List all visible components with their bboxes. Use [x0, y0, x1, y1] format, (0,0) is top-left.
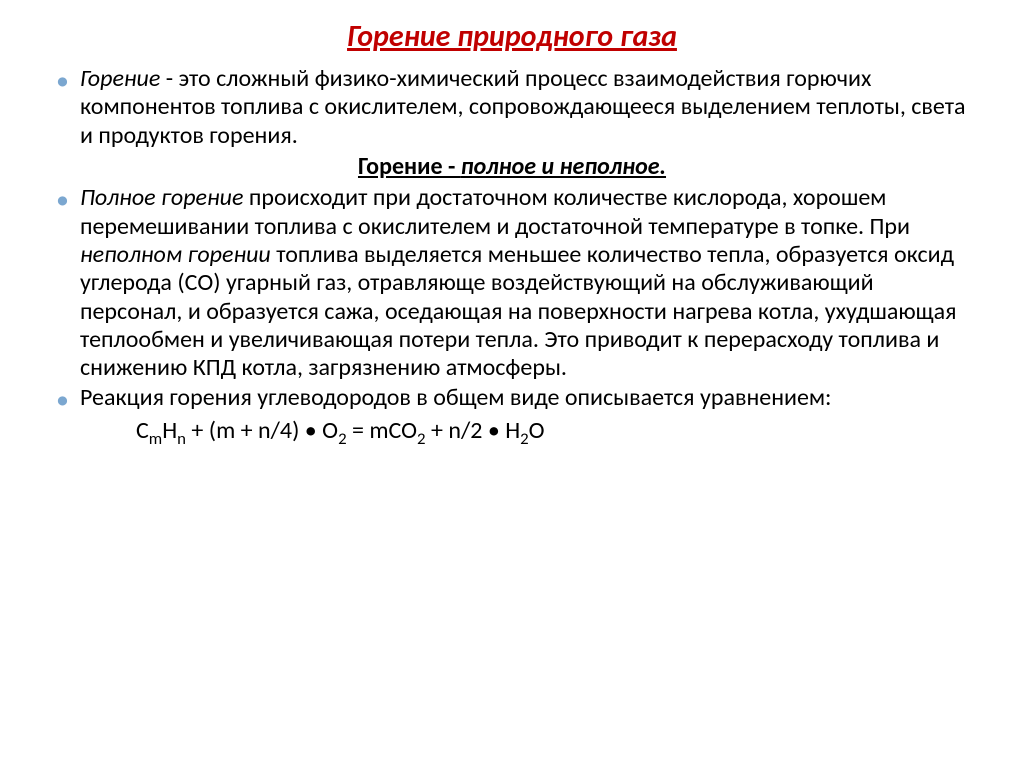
para1-rest: - это сложный физико-химический процесс … — [80, 64, 966, 150]
para1-lead: Горение — [80, 64, 160, 93]
para3-text: Реакция горения углеводородов в общем ви… — [80, 383, 831, 412]
para2-lead: Полное горение — [80, 183, 243, 212]
subtitle-tail: полное и неполное. — [461, 152, 666, 181]
subtitle: Горение - полное и неполное. — [48, 153, 976, 181]
paragraph-full-incomplete: Полное горение происходит при достаточно… — [48, 184, 976, 382]
para2-text: Полное горение происходит при достаточно… — [80, 183, 957, 382]
para2-italic2: неполном горении — [80, 240, 271, 269]
subtitle-lead: Горение - — [358, 152, 461, 181]
paragraph-definition: Горение - это сложный физико-химический … — [48, 65, 976, 150]
para1-text: Горение - это сложный физико-химический … — [80, 64, 966, 150]
paragraph-reaction: Реакция горения углеводородов в общем ви… — [48, 384, 976, 412]
content-list: Горение - это сложный физико-химический … — [48, 65, 976, 413]
formula: CmHn + (m + n/4) • O2 = mCO2 + n/2 • H2O — [48, 417, 976, 449]
slide-title: Горение природного газа — [48, 18, 976, 55]
